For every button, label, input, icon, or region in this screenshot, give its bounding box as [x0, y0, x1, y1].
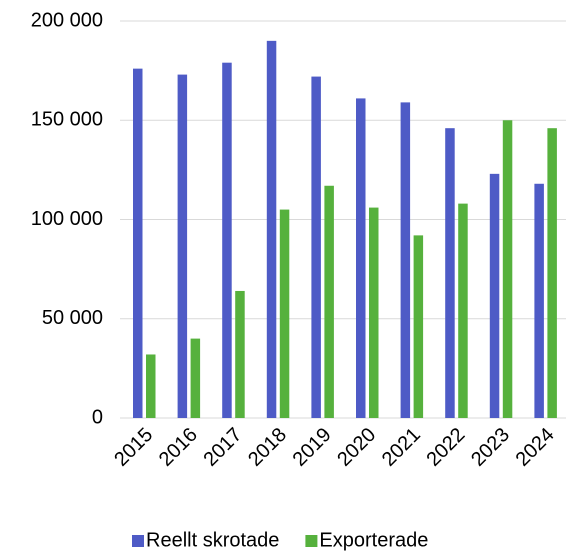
- x-tick-label: 2022: [422, 424, 469, 471]
- x-tick-label: 2017: [199, 424, 246, 471]
- bar: [235, 290, 245, 418]
- bar: [266, 40, 277, 418]
- legend-label: Reellt skrotade: [146, 529, 279, 551]
- bar: [369, 207, 379, 418]
- bar: [190, 338, 201, 418]
- y-tick-label: 0: [92, 406, 103, 428]
- y-tick-label: 100 000: [31, 208, 103, 230]
- bar: [324, 185, 334, 418]
- bar: [547, 128, 557, 418]
- bar: [146, 354, 156, 418]
- bar: [356, 98, 366, 418]
- bar: [222, 62, 232, 419]
- x-tick-label: 2016: [155, 424, 202, 471]
- x-tick-label: 2018: [244, 424, 291, 471]
- bar: [133, 68, 143, 418]
- bar: [279, 209, 290, 418]
- bar: [400, 102, 411, 418]
- legend-swatch: [132, 535, 144, 547]
- x-tick-label: 2019: [289, 424, 336, 471]
- bar: [445, 128, 455, 418]
- legend-swatch: [305, 535, 318, 547]
- bar: [311, 76, 321, 418]
- bar: [502, 120, 513, 418]
- x-tick-label: 2021: [378, 424, 425, 471]
- y-tick-label: 50 000: [42, 307, 103, 329]
- x-tick-label: 2015: [110, 424, 157, 471]
- x-tick-label: 2020: [333, 424, 380, 471]
- bar: [413, 235, 424, 418]
- bar: [458, 203, 468, 418]
- x-tick-label: 2023: [467, 424, 514, 471]
- y-tick-label: 150 000: [31, 109, 103, 131]
- bar: [177, 74, 188, 418]
- x-tick-label: 2024: [512, 424, 559, 471]
- bar: [534, 183, 544, 418]
- y-tick-label: 200 000: [31, 9, 103, 31]
- legend-label: Exporterade: [319, 529, 428, 551]
- bar: [489, 173, 500, 418]
